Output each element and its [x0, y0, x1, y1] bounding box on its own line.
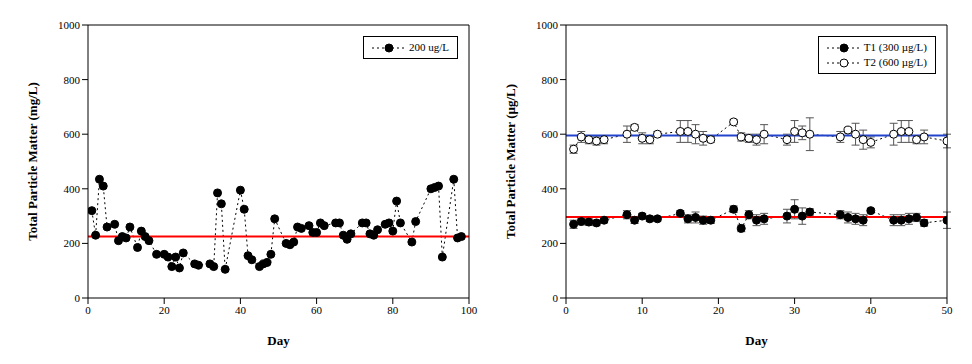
svg-text:1000: 1000 [536, 19, 559, 31]
html-text:T1 (300 µg/L): T1 (300 µg/L) [863, 41, 927, 53]
html-text:T2 (600 µg/L): T2 (600 µg/L) [863, 56, 927, 68]
svg-text:80: 80 [387, 304, 399, 316]
svg-text:200: 200 [542, 237, 559, 249]
svg-text:Day: Day [267, 333, 290, 348]
svg-text:800: 800 [64, 74, 81, 86]
svg-text:400: 400 [64, 183, 81, 195]
svg-text:600: 600 [542, 128, 559, 140]
svg-text:40: 40 [235, 304, 247, 316]
svg-text:800: 800 [542, 74, 559, 86]
svg-text:0: 0 [75, 292, 81, 304]
svg-text:1000: 1000 [58, 19, 81, 31]
svg-text:200: 200 [64, 237, 81, 249]
svg-text:Total Particle Matter (µg/L): Total Particle Matter (µg/L) [503, 84, 518, 239]
svg-text:0: 0 [553, 292, 559, 304]
svg-text:Day: Day [745, 333, 768, 348]
svg-text:0: 0 [563, 304, 569, 316]
svg-text:40: 40 [865, 304, 877, 316]
svg-text:60: 60 [311, 304, 323, 316]
svg-text:20: 20 [159, 304, 171, 316]
svg-text:0: 0 [85, 304, 91, 316]
svg-text:10: 10 [637, 304, 649, 316]
svg-text:50: 50 [942, 304, 954, 316]
svg-text:20: 20 [713, 304, 725, 316]
svg-text:600: 600 [64, 128, 81, 140]
svg-text:400: 400 [542, 183, 559, 195]
html-text:200 ug/L: 200 ug/L [409, 41, 449, 53]
svg-text:30: 30 [789, 304, 801, 316]
svg-text:100: 100 [461, 304, 478, 316]
svg-text:Total Particle Matter (mg/L): Total Particle Matter (mg/L) [25, 82, 40, 240]
